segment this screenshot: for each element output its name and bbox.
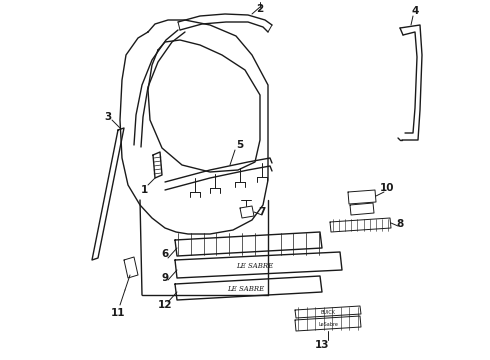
Text: 10: 10 — [380, 183, 394, 193]
Text: 11: 11 — [111, 308, 125, 318]
Text: 12: 12 — [158, 300, 172, 310]
Text: 3: 3 — [104, 112, 112, 122]
Text: 9: 9 — [161, 273, 169, 283]
Text: 8: 8 — [396, 219, 404, 229]
Text: 1: 1 — [140, 185, 147, 195]
Text: 5: 5 — [236, 140, 244, 150]
Text: 2: 2 — [256, 4, 264, 14]
Text: 6: 6 — [161, 249, 169, 259]
Text: BUICK: BUICK — [320, 310, 336, 315]
Text: LE SABRE: LE SABRE — [236, 262, 273, 270]
Text: 7: 7 — [258, 207, 266, 217]
Text: 13: 13 — [315, 340, 329, 350]
Text: 4: 4 — [411, 6, 418, 16]
Text: LE SABRE: LE SABRE — [227, 285, 265, 293]
Text: LeSabre: LeSabre — [318, 321, 338, 327]
